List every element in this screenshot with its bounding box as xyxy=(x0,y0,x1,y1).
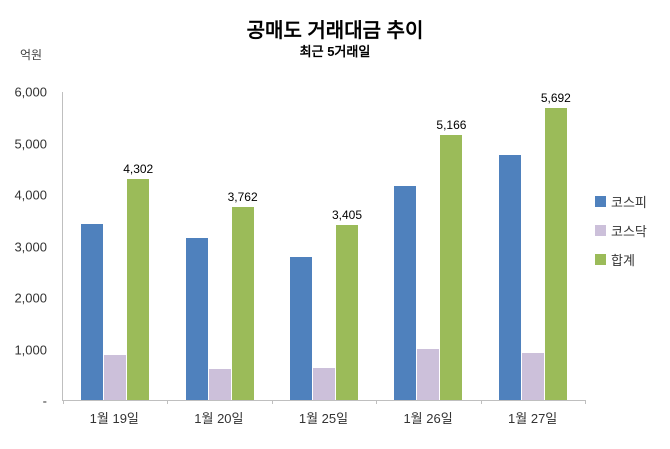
y-axis-unit-label: 억원 xyxy=(20,48,43,62)
bar-group: 5,692 xyxy=(481,91,585,400)
legend-item: 코스닥 xyxy=(595,221,647,240)
x-axis-category-label: 1월 27일 xyxy=(508,411,558,426)
y-axis-tick-label: - xyxy=(42,393,47,409)
bar-합계: 5,166 xyxy=(436,118,466,400)
y-axis-tick-label: 3,000 xyxy=(14,239,47,254)
bar-코스닥 xyxy=(521,352,544,400)
x-axis-tick xyxy=(271,400,273,404)
bar-group: 5,166 xyxy=(376,92,480,400)
bar-group: 3,762 xyxy=(167,92,271,400)
bar-코스닥 xyxy=(208,368,231,400)
legend-label: 코스피 xyxy=(611,195,647,210)
y-axis-tick-label: 6,000 xyxy=(14,84,47,100)
legend-swatch-icon xyxy=(595,196,606,207)
x-axis-category-label: 1월 26일 xyxy=(403,411,453,426)
x-axis: 1월 19일 1월 20일 1월 25일 1월 26일 1월 27일 xyxy=(62,408,585,427)
bar-코스피 xyxy=(394,185,417,400)
bar-group: 4,302 xyxy=(63,92,167,400)
legend-item: 코스피 xyxy=(595,192,647,211)
y-axis-tick-label: 1,000 xyxy=(14,342,47,357)
bar-group: 3,405 xyxy=(272,92,376,400)
bar-코스닥 xyxy=(104,354,127,400)
bar-value-label: 5,166 xyxy=(436,117,467,132)
bar-합계: 5,692 xyxy=(541,91,571,400)
x-axis-tick xyxy=(167,400,169,404)
y-axis: - 1,000 2,000 3,000 4,000 5,000 6,000 xyxy=(0,85,56,409)
bar-value-label: 3,762 xyxy=(227,189,258,204)
x-axis-tick xyxy=(480,400,482,404)
bar-코스닥 xyxy=(313,368,336,400)
x-axis-tick xyxy=(376,400,378,404)
y-axis-tick-label: 5,000 xyxy=(14,136,47,151)
x-axis-category-label: 1월 20일 xyxy=(194,411,244,426)
legend-swatch-icon xyxy=(595,254,606,265)
legend-swatch-icon xyxy=(595,225,606,236)
y-axis-tick-label: 4,000 xyxy=(14,187,47,203)
plot-area: 4,302 3,762 3,405 5,166 5,692 xyxy=(62,91,586,404)
chart-title: 공매도 거래대금 추이 xyxy=(246,20,424,42)
legend-label: 합계 xyxy=(611,253,635,268)
bar-코스피 xyxy=(290,256,313,400)
x-axis-tick xyxy=(585,400,586,404)
legend-label: 코스닥 xyxy=(611,224,647,239)
bar-합계: 4,302 xyxy=(123,162,153,400)
bar-합계: 3,762 xyxy=(228,190,258,400)
y-axis-tick-label: 2,000 xyxy=(14,290,47,306)
bar-value-label: 3,405 xyxy=(332,208,363,223)
legend-item: 합계 xyxy=(595,250,647,269)
bar-코스피 xyxy=(81,224,104,400)
chart-subtitle: 최근 5거래일 xyxy=(299,44,371,59)
bar-코스닥 xyxy=(417,348,440,400)
bar-코스피 xyxy=(498,155,521,400)
x-axis-category-label: 1월 25일 xyxy=(298,411,349,426)
bar-코스피 xyxy=(185,238,208,400)
bar-value-label: 4,302 xyxy=(123,162,154,177)
bar-합계: 3,405 xyxy=(332,208,362,400)
x-axis-tick xyxy=(63,400,64,404)
x-axis-category-label: 1월 19일 xyxy=(89,411,139,426)
bar-value-label: 5,692 xyxy=(540,90,571,105)
